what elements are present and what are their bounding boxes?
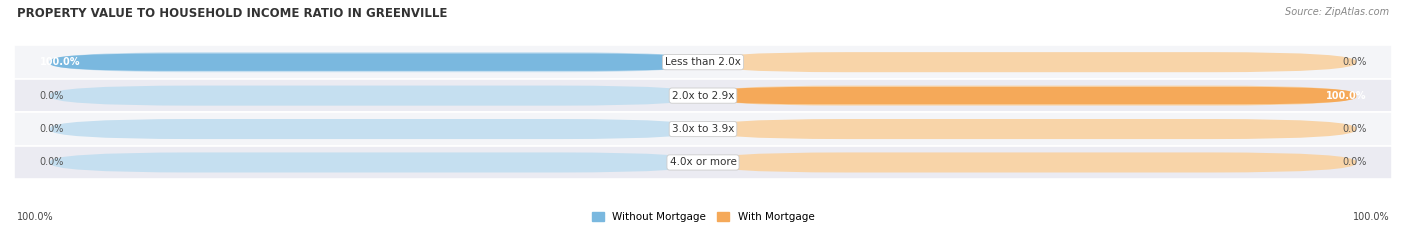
Text: Source: ZipAtlas.com: Source: ZipAtlas.com [1285, 7, 1389, 17]
FancyBboxPatch shape [703, 152, 1357, 172]
Text: 0.0%: 0.0% [39, 157, 63, 168]
Text: 0.0%: 0.0% [39, 91, 63, 101]
Text: PROPERTY VALUE TO HOUSEHOLD INCOME RATIO IN GREENVILLE: PROPERTY VALUE TO HOUSEHOLD INCOME RATIO… [17, 7, 447, 20]
FancyBboxPatch shape [49, 152, 703, 172]
Text: 2.0x to 2.9x: 2.0x to 2.9x [672, 91, 734, 101]
Text: 0.0%: 0.0% [1343, 124, 1367, 134]
Bar [14, 112, 1392, 146]
FancyBboxPatch shape [703, 52, 1357, 72]
Legend: Without Mortgage, With Mortgage: Without Mortgage, With Mortgage [588, 208, 818, 227]
Text: 100.0%: 100.0% [17, 212, 53, 222]
Text: 100.0%: 100.0% [1326, 91, 1367, 101]
FancyBboxPatch shape [49, 52, 703, 72]
Text: 0.0%: 0.0% [39, 124, 63, 134]
Text: 3.0x to 3.9x: 3.0x to 3.9x [672, 124, 734, 134]
Text: Less than 2.0x: Less than 2.0x [665, 57, 741, 67]
FancyBboxPatch shape [703, 87, 1357, 104]
FancyBboxPatch shape [49, 54, 703, 71]
FancyBboxPatch shape [703, 119, 1357, 139]
FancyBboxPatch shape [49, 119, 703, 139]
Text: 0.0%: 0.0% [1343, 57, 1367, 67]
FancyBboxPatch shape [49, 86, 703, 106]
Bar [14, 79, 1392, 112]
Bar [14, 146, 1392, 179]
Text: 0.0%: 0.0% [1343, 157, 1367, 168]
FancyBboxPatch shape [703, 86, 1357, 106]
Text: 4.0x or more: 4.0x or more [669, 157, 737, 168]
Bar [14, 45, 1392, 79]
Text: 100.0%: 100.0% [39, 57, 80, 67]
Text: 100.0%: 100.0% [1353, 212, 1389, 222]
